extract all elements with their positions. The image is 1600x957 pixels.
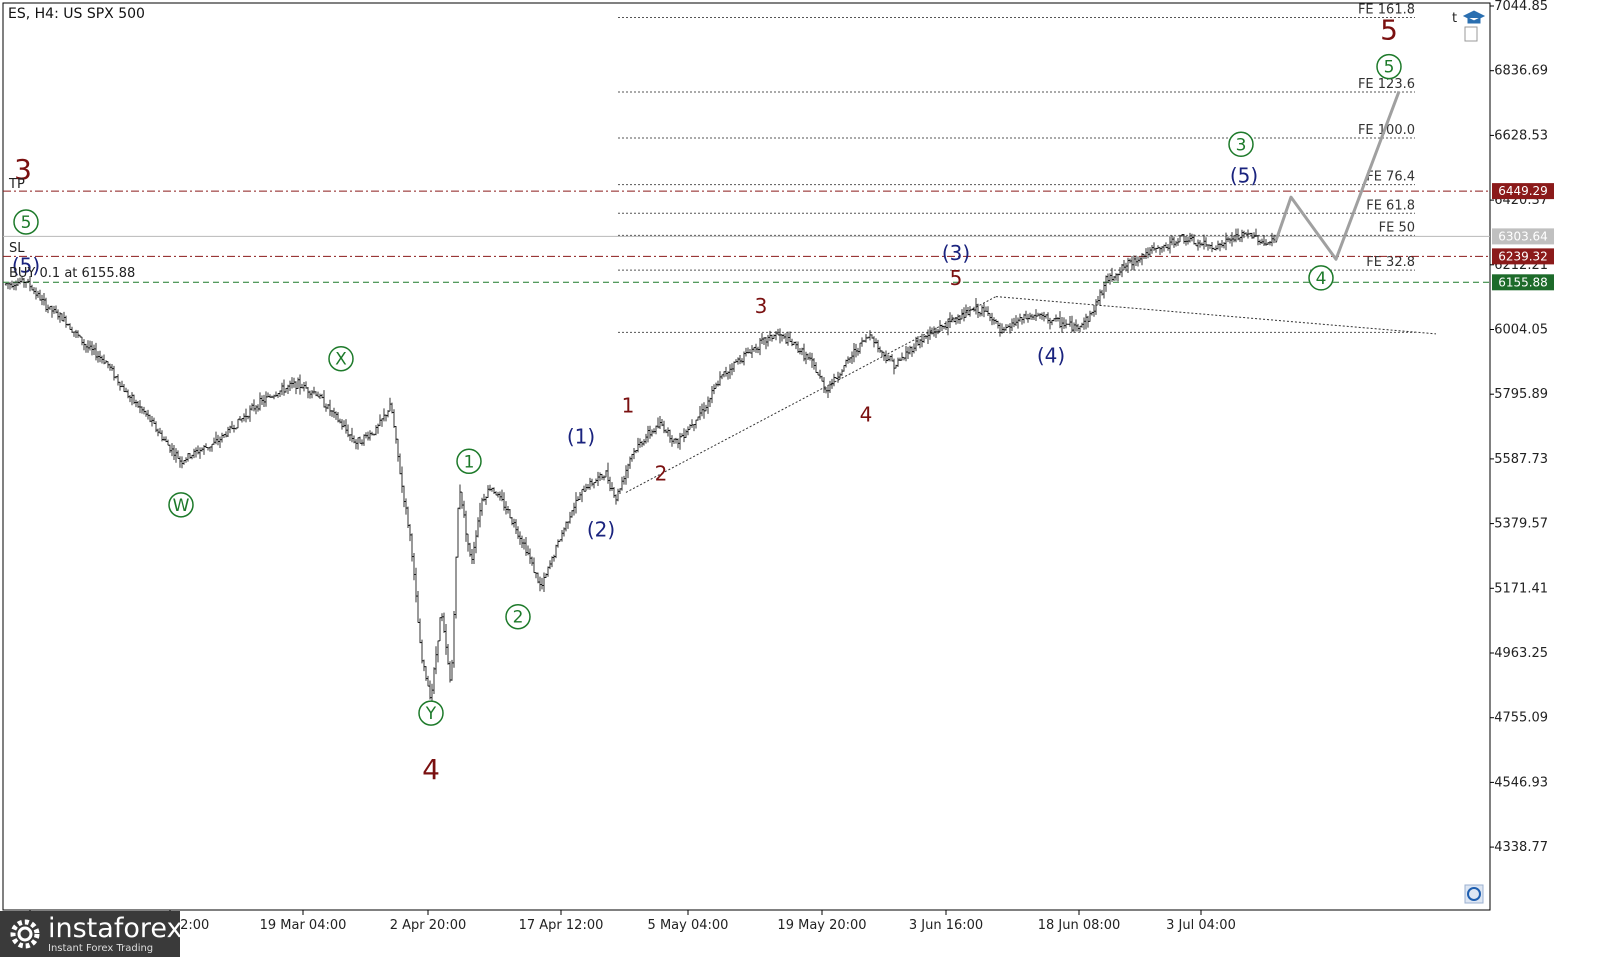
wave-circle [1308, 265, 1334, 291]
y-tick-label: 5795.89 [1494, 387, 1548, 402]
wave-circle [418, 700, 444, 726]
x-tick-label: 19 Mar 04:00 [260, 918, 347, 933]
price-tag-tp [1492, 183, 1554, 200]
wave-label: 1 [464, 452, 475, 472]
y-tick-label: 5587.73 [1494, 452, 1548, 467]
wave-circle [168, 492, 194, 518]
dotted-trendline [625, 296, 997, 493]
wave-label: X [335, 350, 347, 370]
projection-polyline [1274, 90, 1401, 261]
price-tag-buy [1492, 274, 1554, 291]
wave-label: (4) [1037, 344, 1065, 368]
x-tick-label: 3 Jun 16:00 [909, 918, 983, 933]
toolbar-icons: t [1452, 10, 1486, 904]
y-tick-label: 4755.09 [1494, 711, 1548, 726]
wave-label: W [173, 496, 190, 516]
y-tick-label: 4338.77 [1494, 840, 1548, 855]
trading-t-icon[interactable]: t [1452, 11, 1457, 26]
wave-label: (2) [587, 518, 615, 542]
wave-label: (5) [1230, 163, 1258, 187]
wave-label: 2 [655, 462, 668, 486]
price-tags: 6449.29 6303.64 6239.32 6155.88 [1492, 183, 1554, 291]
fib-level-label: FE 161.8 [1358, 2, 1415, 17]
wave-label: Y [425, 704, 437, 724]
wave-label: 5 [1384, 58, 1395, 78]
fib-level-label: FE 32.8 [1366, 255, 1415, 270]
fib-level-label: FE 123.6 [1358, 77, 1415, 92]
wave-label: 1 [622, 393, 635, 417]
wave-circle [1228, 131, 1254, 158]
scale-fix-circle-icon [1467, 887, 1481, 901]
wave-label: (5) [12, 253, 40, 277]
wave-label: 4 [860, 403, 873, 427]
x-tick-label: 18 Jun 08:00 [1038, 918, 1121, 933]
x-tick-label: 3 Jul 04:00 [1166, 918, 1236, 933]
x-tick-label: 5 May 04:00 [648, 918, 729, 933]
candles [4, 228, 1278, 706]
y-tick-label: 6004.05 [1494, 323, 1548, 338]
y-axis: 7044.856836.696628.536420.376212.216004.… [1490, 0, 1548, 855]
wave-label: 5 [950, 266, 963, 290]
sl-label: SL [9, 241, 25, 256]
y-tick-label: 5171.41 [1494, 581, 1548, 596]
wave-label: 2 [513, 608, 524, 628]
horizontal-levels [3, 190, 1490, 283]
instaforex-logo: instaforex Instant Forex Trading [0, 911, 183, 957]
y-tick-label: 4963.25 [1494, 646, 1548, 661]
fib-level-label: FE 100.0 [1358, 123, 1415, 138]
fib-level-label: FE 61.8 [1366, 198, 1415, 213]
wave-label: 5 [1380, 13, 1398, 46]
plot-frame [2, 2, 1491, 911]
wave-label: 3 [755, 294, 768, 318]
x-tick-label: 2 Apr 20:00 [390, 918, 467, 933]
trendlines [625, 296, 1437, 493]
template-icon[interactable] [1464, 26, 1478, 42]
x-tick-label: 19 May 20:00 [777, 918, 866, 933]
wave-label: 4 [422, 753, 440, 786]
graduation-cap-icon[interactable] [1462, 10, 1486, 24]
y-tick-label: 4546.93 [1494, 775, 1548, 790]
gear-logo-icon [6, 915, 44, 953]
wave-label: (3) [942, 241, 970, 265]
fib-levels: FE 161.8 FE 123.6 FE 100.0 FE 76.4 FE 61.8 FE… [618, 2, 1415, 333]
wave-circle [13, 209, 39, 235]
chart-title: ES, H4: US SPX 500 [8, 6, 145, 22]
wave-circle [328, 345, 354, 372]
logo-tagline: Instant Forex Trading [48, 942, 154, 954]
price-tag-current [1492, 228, 1554, 245]
wave-circle [505, 603, 531, 630]
price-tag-sl-text: 6239.32 [1498, 249, 1548, 263]
price-tag-current-text: 6303.64 [1498, 229, 1548, 243]
y-tick-label: 6628.53 [1494, 128, 1548, 143]
price-tag-tp-text: 6449.29 [1498, 184, 1548, 198]
y-tick-label: 5379.57 [1494, 517, 1548, 532]
y-tick-label: 7044.85 [1494, 0, 1548, 14]
dotted-trendline [995, 296, 1437, 335]
wave-label: (1) [567, 424, 595, 448]
price-tag-sl [1492, 248, 1554, 265]
wave-circle [1376, 53, 1402, 80]
x-tick-label: 17 Apr 12:00 [519, 918, 604, 933]
projection-path [1274, 90, 1401, 261]
buy-order-label: BUY 0.1 at 6155.88 [9, 266, 135, 281]
wave-circle [456, 448, 482, 475]
fib-level-label: FE 50 [1379, 220, 1415, 235]
price-tag-buy-text: 6155.88 [1498, 275, 1548, 289]
logo-brand: instaforex [48, 912, 183, 944]
tp-label: TP [8, 177, 25, 192]
wave-label: 5 [21, 213, 32, 233]
wave-label: 4 [1316, 269, 1327, 289]
wave-label: 3 [14, 153, 32, 186]
wave-label: 3 [1236, 135, 1247, 155]
y-tick-label: 6836.69 [1494, 64, 1548, 79]
fib-level-label: FE 76.4 [1366, 170, 1415, 185]
